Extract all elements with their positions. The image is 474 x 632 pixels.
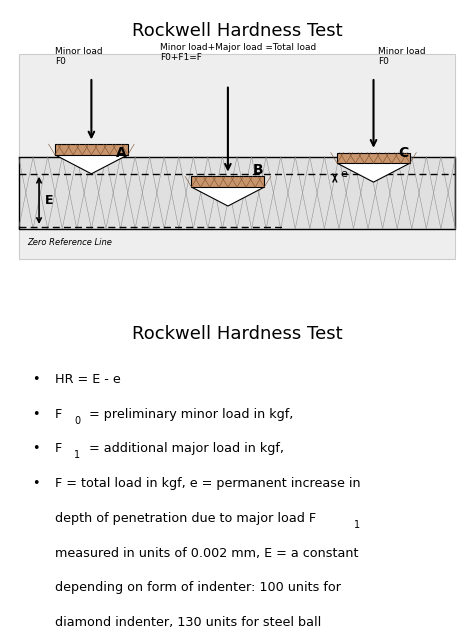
Bar [18,54,456,259]
Text: E: E [45,194,53,207]
Text: 1: 1 [355,520,361,530]
Text: diamond indenter, 130 units for steel ball: diamond indenter, 130 units for steel ba… [55,616,321,629]
Text: •: • [32,408,40,421]
Text: Minor load
F0: Minor load F0 [378,47,426,66]
Polygon shape [337,163,410,182]
Text: = additional major load in kgf,: = additional major load in kgf, [84,442,283,456]
Text: depth of penetration due to major load F: depth of penetration due to major load F [55,512,316,525]
Text: A: A [117,146,127,160]
Text: Minor load
F0: Minor load F0 [55,47,102,66]
Bar [18,157,456,229]
Polygon shape [55,155,128,174]
Text: F: F [55,442,62,456]
Text: F: F [55,408,62,421]
Text: B: B [253,163,264,177]
Text: = preliminary minor load in kgf,: = preliminary minor load in kgf, [84,408,293,421]
Bar [191,176,264,187]
Bar [337,152,410,163]
Text: Rockwell Hardness Test: Rockwell Hardness Test [132,22,342,40]
Bar [55,144,128,155]
Text: Rockwell Hardness Test: Rockwell Hardness Test [132,325,342,343]
Text: F = total load in kgf, e = permanent increase in: F = total load in kgf, e = permanent inc… [55,477,361,490]
Text: depending on form of indenter: 100 units for: depending on form of indenter: 100 units… [55,581,341,595]
Text: Zero Reference Line: Zero Reference Line [27,238,112,247]
Text: e: e [340,169,347,179]
Text: •: • [32,477,40,490]
Text: •: • [32,373,40,386]
Text: 1: 1 [74,450,80,460]
Text: Minor load+Major load =Total load
F0+F1=F: Minor load+Major load =Total load F0+F1=… [160,43,316,63]
Text: 0: 0 [74,416,80,425]
Text: •: • [32,442,40,456]
Text: measured in units of 0.002 mm, E = a constant: measured in units of 0.002 mm, E = a con… [55,547,358,560]
Text: C: C [399,146,409,160]
Polygon shape [191,187,264,206]
Text: HR = E - e: HR = E - e [55,373,121,386]
